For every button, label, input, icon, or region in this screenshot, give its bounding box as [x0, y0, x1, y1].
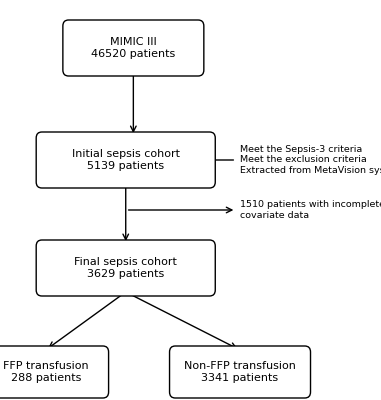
Text: MIMIC III
46520 patients: MIMIC III 46520 patients — [91, 37, 176, 59]
FancyBboxPatch shape — [63, 20, 204, 76]
Text: Final sepsis cohort
3629 patients: Final sepsis cohort 3629 patients — [74, 257, 177, 279]
Text: Meet the Sepsis-3 criteria
Meet the exclusion criteria
Extracted from MetaVision: Meet the Sepsis-3 criteria Meet the excl… — [240, 145, 381, 175]
FancyBboxPatch shape — [36, 132, 215, 188]
Text: Initial sepsis cohort
5139 patients: Initial sepsis cohort 5139 patients — [72, 149, 180, 171]
Text: FFP transfusion
288 patients: FFP transfusion 288 patients — [3, 361, 88, 383]
FancyBboxPatch shape — [170, 346, 311, 398]
FancyBboxPatch shape — [36, 240, 215, 296]
Text: 1510 patients with incomplete
covariate data: 1510 patients with incomplete covariate … — [240, 200, 381, 220]
Text: Non-FFP transfusion
3341 patients: Non-FFP transfusion 3341 patients — [184, 361, 296, 383]
FancyBboxPatch shape — [0, 346, 109, 398]
